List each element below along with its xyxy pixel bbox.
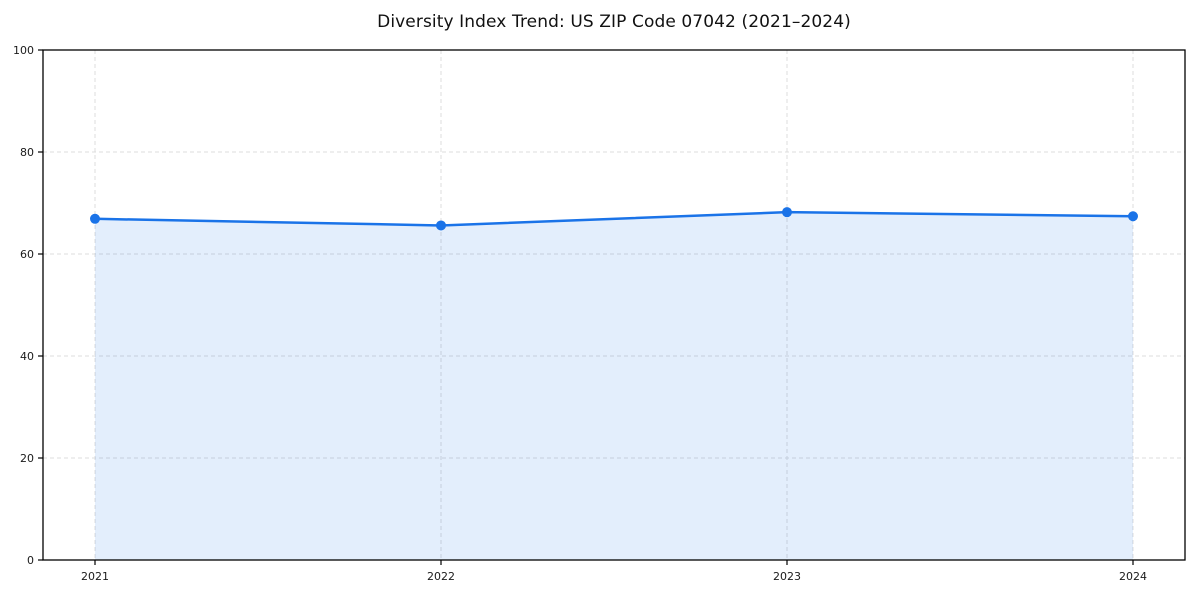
- data-point: [436, 220, 446, 231]
- y-tick-label: 40: [20, 350, 34, 363]
- y-tick-label: 80: [20, 146, 34, 159]
- data-point: [782, 207, 792, 218]
- x-tick-label: 2024: [1119, 570, 1147, 583]
- chart-title: Diversity Index Trend: US ZIP Code 07042…: [377, 12, 851, 32]
- y-tick-label: 20: [20, 452, 34, 465]
- trend-line: [93, 210, 1135, 227]
- x-tick-label: 2023: [773, 570, 801, 583]
- y-tick-label: 60: [20, 248, 34, 261]
- y-tick-label: 0: [27, 554, 34, 567]
- area-fill: [95, 212, 1133, 560]
- x-tick-label: 2021: [81, 570, 109, 583]
- data-point: [90, 213, 100, 224]
- axes-frame: [42, 49, 1186, 561]
- data-point: [1128, 211, 1138, 222]
- y-tick-label: 100: [13, 44, 34, 57]
- x-tick-label: 2022: [427, 570, 455, 583]
